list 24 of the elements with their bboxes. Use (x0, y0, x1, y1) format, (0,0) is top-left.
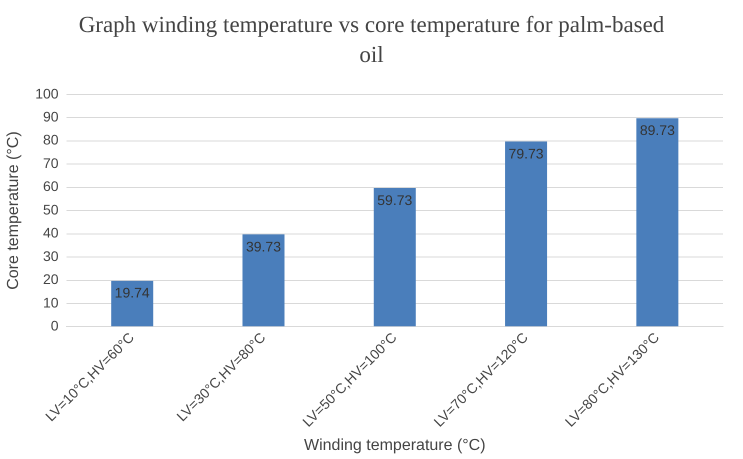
data-label: 59.73 (377, 192, 413, 208)
y-tick-label: 50 (42, 201, 59, 218)
data-label: 89.73 (640, 122, 676, 138)
y-tick-label: 60 (42, 178, 59, 194)
y-tick-label: 90 (42, 108, 59, 124)
y-tick-label: 80 (42, 132, 59, 148)
bar (374, 188, 416, 326)
y-tick-label: 100 (35, 85, 59, 102)
x-axis-title: Winding temperature (°C) (304, 436, 486, 454)
bar (111, 280, 154, 326)
y-tick-label: 0 (50, 318, 59, 334)
y-tick-label: 70 (42, 154, 59, 171)
bar (242, 234, 284, 326)
data-label: 79.73 (508, 145, 544, 162)
y-tick-label: 30 (42, 248, 59, 264)
y-tick-label: 10 (42, 294, 59, 310)
data-label: 19.74 (114, 284, 150, 301)
y-tick-label: 20 (42, 271, 59, 288)
y-tick-label: 40 (42, 224, 59, 241)
chart-title: Graph winding temperature vs core temperature for palm-based oil (78, 11, 666, 69)
data-label: 39.73 (246, 238, 282, 254)
bar (636, 118, 678, 326)
y-axis-title: Core temperature (°C) (5, 131, 22, 290)
bar (505, 141, 548, 326)
